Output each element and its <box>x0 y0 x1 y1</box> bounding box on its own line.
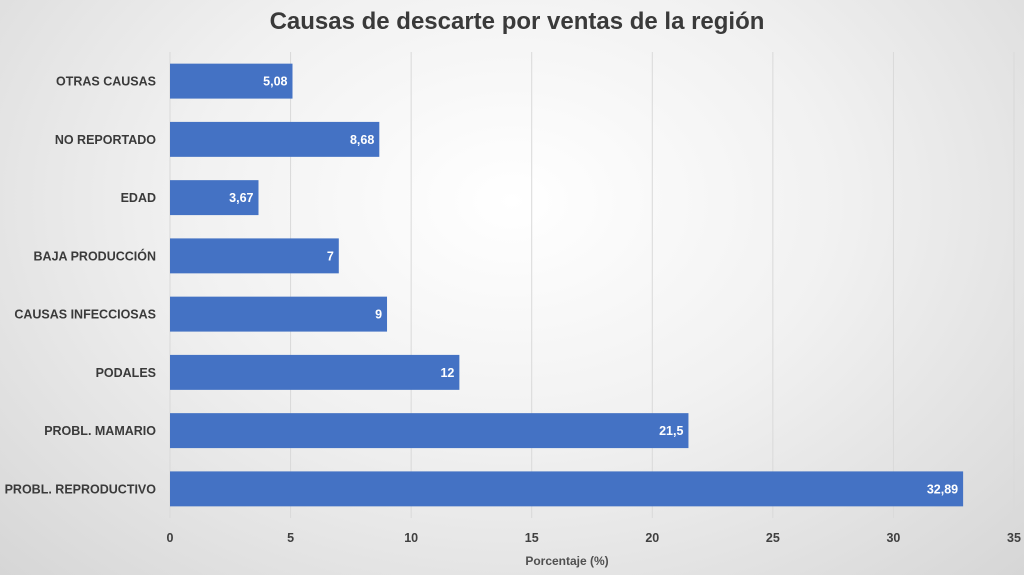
category-label: EDAD <box>121 191 156 205</box>
bar <box>170 413 689 449</box>
bars: 32,89 21,5 12 9 7 3,67 8,68 5,08 <box>170 63 964 507</box>
x-tick-label: 15 <box>525 531 539 545</box>
data-label: 12 <box>440 366 454 380</box>
x-tick-label: 25 <box>766 531 780 545</box>
bar <box>170 63 293 99</box>
bar <box>170 354 460 390</box>
category-label: NO REPORTADO <box>55 133 156 147</box>
x-tick-label: 0 <box>167 531 174 545</box>
chart-title: Causas de descarte por ventas de la regi… <box>269 8 765 35</box>
bar <box>170 296 388 332</box>
category-label: BAJA PRODUCCIÓN <box>34 248 156 263</box>
x-tick-labels: 0 5 10 15 20 25 30 35 <box>167 531 1021 545</box>
category-labels: PROBL. REPRODUCTIVO PROBL. MAMARIO PODALES… <box>5 75 157 497</box>
data-label: 3,67 <box>229 191 253 205</box>
category-label: CAUSAS INFECCIOSAS <box>14 308 156 322</box>
data-label: 9 <box>375 308 382 322</box>
bar <box>170 238 339 274</box>
data-label: 5,08 <box>263 75 287 89</box>
bar <box>170 180 259 216</box>
x-tick-label: 10 <box>404 531 418 545</box>
x-tick-label: 20 <box>645 531 659 545</box>
data-label: 32,89 <box>927 482 958 496</box>
category-label: PROBL. MAMARIO <box>44 424 156 438</box>
data-label: 8,68 <box>350 133 374 147</box>
x-tick-label: 5 <box>287 531 294 545</box>
x-axis-title: Porcentaje (%) <box>525 554 608 568</box>
data-label: 7 <box>327 249 334 263</box>
data-label: 21,5 <box>659 424 683 438</box>
bar <box>170 471 964 507</box>
x-tick-label: 30 <box>886 531 900 545</box>
bar <box>170 121 380 157</box>
category-label: PODALES <box>96 366 156 380</box>
category-label: PROBL. REPRODUCTIVO <box>5 482 157 496</box>
x-tick-label: 35 <box>1007 531 1021 545</box>
category-label: OTRAS CAUSAS <box>56 75 156 89</box>
